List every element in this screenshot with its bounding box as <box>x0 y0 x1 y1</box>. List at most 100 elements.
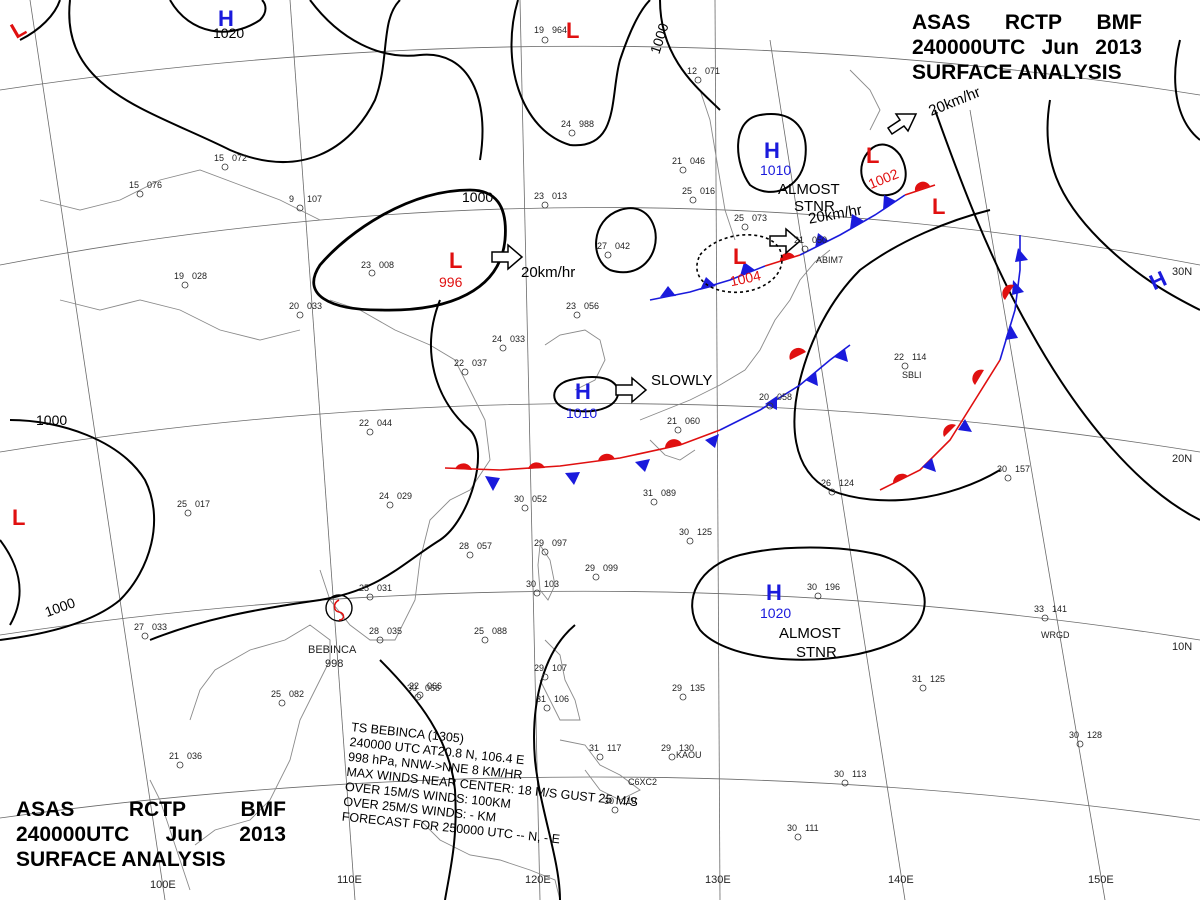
station-pressure: 028 <box>192 271 207 281</box>
station-temperature: 25 <box>734 213 744 223</box>
dotted-low-outline <box>696 233 783 294</box>
header-title: SURFACE ANALYSIS <box>16 848 226 871</box>
pressure-value: 996 <box>439 274 463 290</box>
high-pressure-marker: H <box>766 580 782 605</box>
station-pressure: 060 <box>685 416 700 426</box>
station-pressure: 106 <box>554 694 569 704</box>
station-pressure: 033 <box>307 301 322 311</box>
meridian-100e <box>29 0 166 900</box>
station-temperature: 30 <box>514 494 524 504</box>
station-pressure: 046 <box>690 156 705 166</box>
meridian-120e <box>519 0 541 900</box>
station-pressure: 110 <box>622 796 636 806</box>
parallel-0 <box>0 776 1200 821</box>
isobar <box>1174 39 1200 141</box>
station-pressure: 029 <box>397 491 412 501</box>
isobar <box>793 209 1001 502</box>
warm-front <box>444 429 721 471</box>
station-pressure: 076 <box>147 180 162 190</box>
station-pressure: 103 <box>544 579 559 589</box>
movement-arrow-icon <box>769 227 802 255</box>
low-pressure-marker: L <box>12 505 25 530</box>
station-pressure: 052 <box>532 494 547 504</box>
movement-arrow-icon <box>615 376 648 404</box>
station-temperature: 29 <box>585 563 595 573</box>
coast-japan <box>639 249 831 421</box>
station-pressure: 099 <box>603 563 618 573</box>
station-temperature: 29 <box>534 538 544 548</box>
station-temperature: 31 <box>643 488 653 498</box>
station-pressure: 016 <box>700 186 715 196</box>
coast-inland-2 <box>59 299 301 341</box>
pressure-value: 1010 <box>566 405 597 421</box>
station-pressure: 073 <box>752 213 767 223</box>
header-title: SURFACE ANALYSIS <box>912 61 1122 84</box>
isobar <box>0 419 156 641</box>
coast-malay <box>149 779 191 891</box>
header-year: 2013 <box>1095 36 1142 59</box>
lat-label: 30N <box>1172 266 1192 278</box>
low-pressure-marker: L <box>566 18 579 43</box>
station-temperature: 24 <box>561 119 571 129</box>
lat-label: 10N <box>1172 641 1192 653</box>
station-temperature: 20 <box>759 392 769 402</box>
station-pressure: 057 <box>477 541 492 551</box>
chart-header-bottom: ASAS RCTP BMF 240000UTC Jun 2013 SURFACE… <box>16 797 286 872</box>
station-temperature: 9 <box>289 194 294 204</box>
isobar <box>691 546 926 661</box>
coast-taiwan <box>537 543 556 601</box>
station-temperature: 15 <box>214 153 224 163</box>
station-pressure: 111 <box>805 823 819 833</box>
header-month: Jun <box>1041 36 1079 59</box>
station-temperature: 25 <box>359 583 369 593</box>
header-product: BMF <box>240 798 287 821</box>
station-temperature: 30 <box>604 796 614 806</box>
station-temperature: 29 <box>661 743 671 753</box>
station-temperature: 24 <box>379 491 389 501</box>
parallel-40n <box>0 45 1200 96</box>
coast-philippines <box>559 739 641 801</box>
station-temperature: 33 <box>1034 604 1044 614</box>
station-pressure: 050 <box>812 235 827 245</box>
fronts <box>444 181 1028 491</box>
station-pressure: 196 <box>825 582 840 592</box>
header-time: 240000UTC <box>912 36 1026 59</box>
station-pressure: 033 <box>510 334 525 344</box>
warm-front <box>904 184 936 196</box>
warm-front <box>879 359 1001 491</box>
chart-header-top: ASAS RCTP BMF 240000UTC Jun 2013 SURFACE… <box>912 10 1142 85</box>
station-pressure: 125 <box>930 674 945 684</box>
station-pressure: 107 <box>307 194 322 204</box>
station-temperature: 30 <box>407 683 417 693</box>
station-pressure: 130 <box>679 743 694 753</box>
isobar <box>149 299 479 641</box>
station-pressure: 097 <box>552 538 567 548</box>
station-pressure: 058 <box>777 392 792 402</box>
lat-label: 20N <box>1172 453 1192 465</box>
isobar <box>0 539 21 626</box>
station-temperature: 25 <box>682 186 692 196</box>
header-station: RCTP <box>1004 11 1063 34</box>
station-pressure: 042 <box>615 241 630 251</box>
lon-label: 150E <box>1088 874 1114 886</box>
meridian-130e <box>714 0 721 900</box>
station-temperature: 25 <box>474 626 484 636</box>
isobar-label: 1000 <box>462 189 493 205</box>
header-year: 2013 <box>239 823 286 846</box>
isobar <box>737 113 807 193</box>
station-temperature: 29 <box>672 683 682 693</box>
isobar <box>19 0 61 41</box>
svg-text:STNR: STNR <box>794 198 835 215</box>
parallel-20n <box>0 403 1200 453</box>
station-temperature: 27 <box>134 622 144 632</box>
coast-korea <box>544 329 606 391</box>
latitude-labels: 30N 20N 10N <box>1172 266 1192 653</box>
station-temperature: 19 <box>534 25 544 35</box>
station-pressure: 082 <box>289 689 304 699</box>
station-pressure: 128 <box>1087 730 1102 740</box>
isobar <box>533 624 576 900</box>
station-temperature: 21 <box>169 751 179 761</box>
station-pressure: 036 <box>187 751 202 761</box>
station-pressure: 008 <box>379 260 394 270</box>
